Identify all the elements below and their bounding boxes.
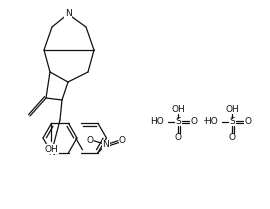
Text: N: N	[103, 140, 109, 149]
Text: N: N	[65, 9, 71, 19]
Text: O: O	[228, 134, 235, 143]
Text: OH: OH	[225, 104, 239, 113]
Text: ·: ·	[203, 116, 207, 129]
Text: HO: HO	[204, 117, 218, 126]
Text: OH: OH	[45, 145, 58, 154]
Text: O: O	[245, 117, 251, 126]
Text: S: S	[229, 117, 235, 126]
Text: N: N	[48, 148, 55, 157]
Text: O: O	[191, 117, 197, 126]
Text: O: O	[86, 136, 93, 145]
Text: O: O	[174, 134, 181, 143]
Text: O: O	[119, 136, 126, 145]
Text: HO: HO	[150, 117, 164, 126]
Text: S: S	[175, 117, 181, 126]
Text: OH: OH	[171, 104, 185, 113]
